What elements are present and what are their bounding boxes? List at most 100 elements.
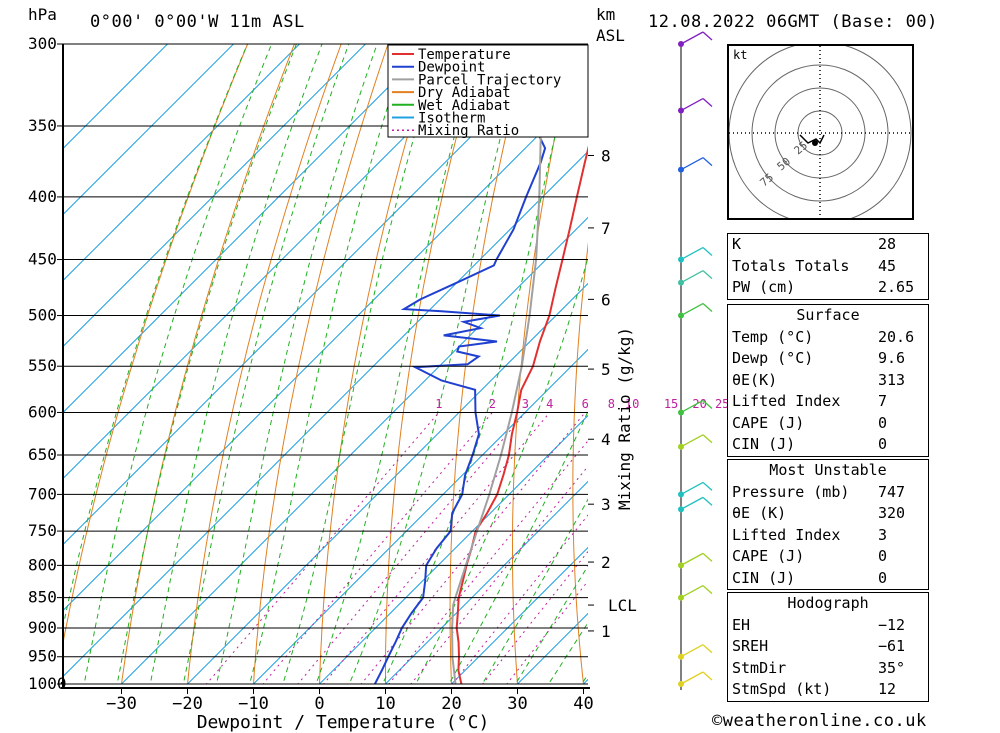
temperature-line — [455, 145, 588, 684]
param-value: 35° — [878, 658, 906, 677]
param-label: CIN (J) — [732, 435, 796, 453]
param-value: −61 — [878, 637, 906, 655]
mixing-ratio-line — [451, 514, 588, 684]
mixing-ratio-axis-label: Mixing Ratio (g/kg) — [615, 327, 634, 510]
mixing-ratio-label: 8 — [608, 397, 615, 411]
dry-adiabat-line — [572, 241, 588, 684]
param-label: Totals Totals — [732, 256, 850, 275]
wind-barb-shaft — [680, 434, 704, 448]
wet-adiabat-line — [481, 498, 588, 684]
param-row: EH −12 — [728, 615, 928, 637]
param-row: Temp (°C) 20.6 — [728, 327, 928, 349]
param-value: 320 — [878, 504, 906, 522]
mixing-ratio-line — [322, 412, 551, 684]
param-label: Lifted Index — [732, 525, 841, 544]
most-unstable-panel: Most Unstable Pressure (mb) 747 θE (K) 320 Li… — [727, 459, 929, 590]
wind-barb-shaft — [680, 481, 704, 495]
panel-title: Most Unstable — [769, 461, 887, 479]
pressure-tick-label: 400 — [28, 187, 57, 206]
temperature-tick-label: 20 — [441, 694, 461, 714]
param-row: StmSpd (kt) 12 — [728, 679, 928, 701]
wet-adiabat-line — [83, 44, 273, 684]
dry-adiabat-line — [996, 44, 1000, 689]
param-label: Pressure (mb) — [732, 482, 850, 501]
mixing-ratio-label: 15 — [664, 397, 678, 411]
dry-adiabat-line — [186, 44, 342, 684]
param-value: 747 — [878, 482, 906, 501]
hodograph-panel: kt 25 50 75 — [727, 41, 914, 225]
pressure-tick-label: 800 — [28, 555, 57, 574]
param-row: Lifted Index 3 — [728, 525, 928, 547]
height-tick-label: 5 — [601, 360, 611, 379]
temperature-tick-label: 40 — [573, 694, 593, 714]
param-label: Temp (°C) — [732, 327, 814, 346]
param-row: θE(K) 313 — [728, 370, 928, 392]
mixing-ratio-label: 4 — [546, 397, 553, 411]
dry-adiabat-line — [385, 44, 483, 684]
param-label: Lifted Index — [732, 392, 841, 410]
param-label: Dewp (°C) — [732, 349, 814, 367]
temperature-tick-label: 30 — [507, 694, 527, 714]
wind-barb-shaft — [680, 270, 704, 284]
param-value: 2.65 — [878, 278, 915, 296]
wind-barb-flag — [702, 157, 713, 167]
param-label: θE (K) — [732, 504, 787, 522]
legend-label: Dry Adiabat — [418, 85, 511, 101]
param-row: CAPE (J) 0 — [728, 413, 928, 435]
hodograph-ring — [728, 41, 912, 225]
param-label: CAPE (J) — [732, 413, 805, 432]
wind-barb-shaft — [680, 496, 704, 510]
mixing-ratio-label: 3 — [522, 397, 529, 411]
location-title: 0°00' 0°00'W 11m ASL — [90, 12, 305, 32]
height-tick-label: 1 — [601, 622, 611, 641]
surface-panel: Surface Temp (°C) 20.6 Dewp (°C) 9.6 θE(K) 313… — [727, 304, 929, 457]
pressure-tick-label: 500 — [28, 306, 57, 325]
x-axis-label: Dewpoint / Temperature (°C) — [197, 712, 490, 733]
pressure-unit-label: hPa — [28, 5, 57, 24]
mixing-ratio-line — [262, 412, 493, 684]
height-tick-label: LCL — [608, 596, 637, 615]
hodograph-trace — [799, 134, 825, 145]
wind-barb-flag — [702, 247, 713, 257]
param-value: 0 — [878, 547, 888, 565]
param-label: StmSpd (kt) — [732, 680, 832, 698]
param-value: 0 — [878, 568, 888, 587]
wind-barb-flag — [702, 585, 713, 595]
param-row: Dewp (°C) 9.6 — [728, 348, 928, 370]
wet-adiabat-line — [215, 44, 378, 684]
temperature-tick-label: −30 — [106, 694, 137, 714]
param-label: SREH — [732, 637, 769, 655]
dry-adiabat-line — [252, 44, 389, 684]
wind-barb-shaft — [680, 97, 704, 112]
dry-adiabat-line — [688, 44, 717, 689]
wind-barb-shaft — [680, 246, 704, 261]
wind-barb-flag — [702, 644, 713, 654]
mixing-ratio-line — [388, 440, 588, 684]
height-unit-label: km — [596, 5, 615, 24]
datetime-title: 12.08.2022 06GMT (Base: 00) — [648, 12, 938, 32]
param-value: −12 — [878, 615, 906, 634]
param-label: StmDir — [732, 658, 787, 677]
height-tick-label: 7 — [601, 219, 611, 238]
legend-label: Wet Adiabat — [418, 98, 511, 114]
wet-adiabat-line — [382, 44, 578, 684]
param-row: K 28 — [728, 234, 928, 256]
wind-barb-flag — [702, 481, 713, 491]
wet-adiabat-line — [282, 44, 443, 684]
pressure-tick-label: 550 — [28, 356, 57, 375]
param-value: 3 — [878, 525, 888, 544]
mixing-ratio-label: 2 — [489, 397, 496, 411]
legend-label: Dewpoint — [418, 60, 485, 76]
copyright-text: ©weatheronline.co.uk — [712, 711, 927, 731]
param-label: K — [732, 235, 742, 253]
hodograph-ring-label: 75 — [758, 171, 777, 189]
param-label: CIN (J) — [732, 568, 796, 587]
pressure-tick-label: 700 — [28, 484, 57, 503]
wind-barb-shaft — [680, 585, 704, 599]
mixing-ratio-line — [297, 412, 526, 684]
isotherm-line — [318, 414, 588, 684]
param-value: 7 — [878, 392, 888, 410]
panel-title: Surface — [796, 306, 860, 324]
param-label: θE(K) — [732, 370, 778, 389]
